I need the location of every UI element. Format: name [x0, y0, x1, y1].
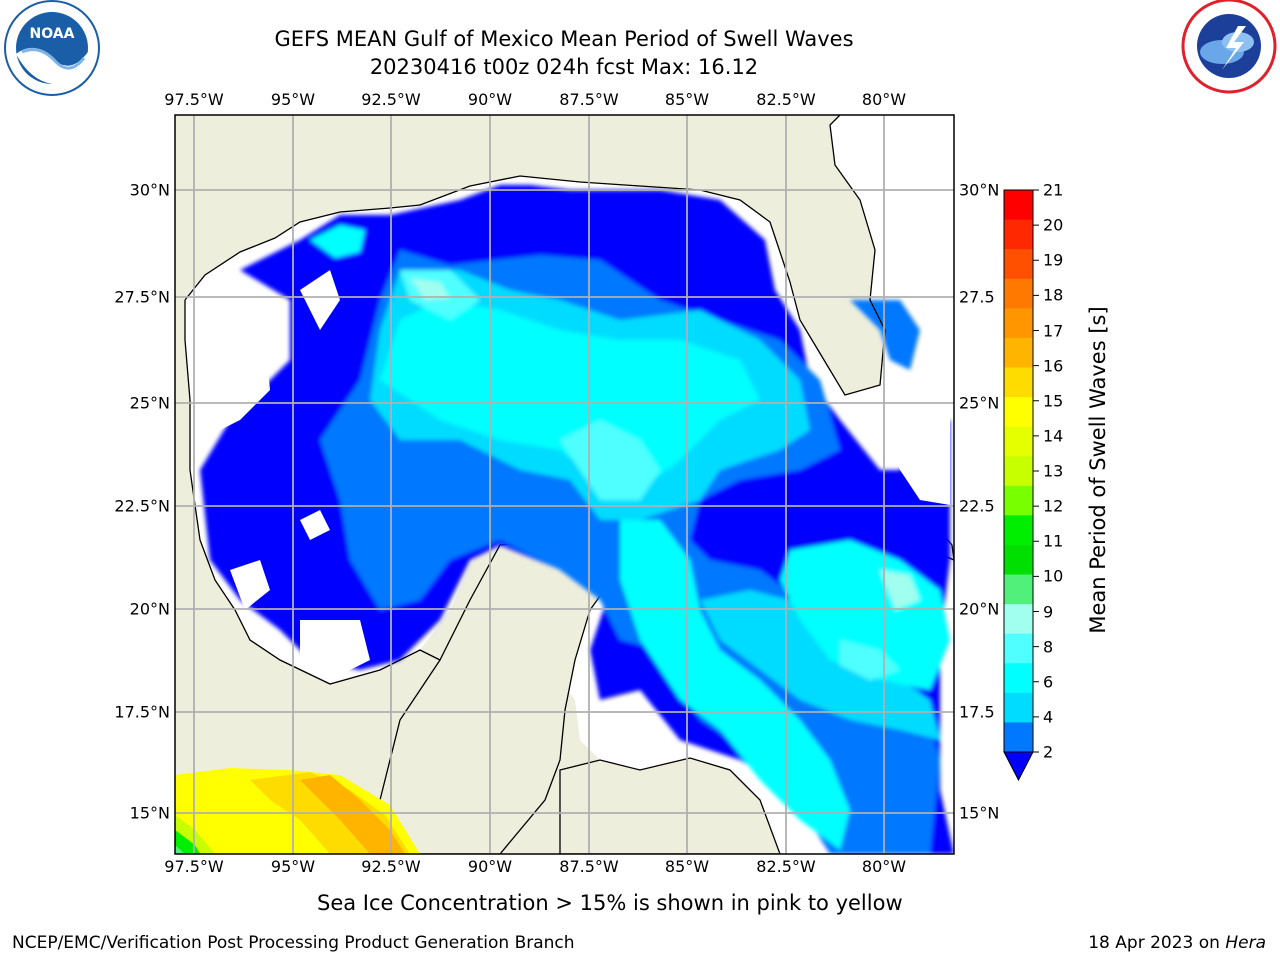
colorbar-tick-label: 13 [1043, 461, 1064, 481]
colorbar-swatch [1004, 397, 1033, 428]
colorbar-tick-label: 21 [1043, 180, 1064, 200]
colorbar-swatch [1004, 515, 1033, 546]
mexico-coastline [184, 300, 441, 685]
chart-title: GEFS MEAN Gulf of Mexico Mean Period of … [274, 27, 854, 51]
colorbar-swatch [1004, 485, 1033, 516]
colorbar-swatch [1004, 663, 1033, 694]
colorbar-swatch [1004, 190, 1033, 221]
colorbar-tick-label: 2 [1043, 742, 1054, 762]
colorbar-tick-label: 18 [1043, 285, 1064, 305]
lon-tick-bottom: 90°W [467, 857, 513, 876]
lon-tick-bottom: 80°W [861, 857, 907, 876]
central-america-land [559, 757, 781, 854]
chart-subtitle: 20230416 t00z 024h fcst Max: 16.12 [369, 55, 759, 79]
lat-tick-left: 30°N [129, 180, 170, 200]
lon-tick-top: 90°W [467, 90, 513, 109]
lat-tick-left: 27.5°N [114, 287, 170, 307]
graticule [175, 115, 954, 854]
colorbar-tick-label: 12 [1043, 496, 1064, 516]
lon-tick-bottom: 82.5°W [756, 857, 816, 876]
noaa-logo: NOAA [4, 0, 100, 96]
colorbar-tick-label: 10 [1043, 566, 1064, 586]
colorbar-label: Mean Period of Swell Waves [s] [1086, 306, 1110, 634]
colorbar-swatch [1004, 426, 1033, 457]
lat-tick-right: 15°N [959, 803, 1000, 823]
lon-tick-top: 92.5°W [361, 90, 421, 109]
colorbar-swatch [1004, 692, 1033, 723]
noaa-logo-text: NOAA [30, 26, 75, 42]
colorbar-swatch [1004, 633, 1033, 664]
colorbar-swatch [1004, 337, 1033, 368]
lon-tick-top: 87.5°W [559, 90, 619, 109]
lon-tick-bottom: 95°W [270, 857, 316, 876]
colorbar-tick-label: 4 [1043, 707, 1054, 727]
colorbar-tick-label: 11 [1043, 531, 1064, 551]
lon-tick-bottom: 87.5°W [559, 857, 619, 876]
footer-date-text: 18 Apr 2023 on [1088, 933, 1226, 953]
swell-field [200, 185, 954, 854]
colorbar-extend-arrow [1003, 751, 1034, 782]
colorbar-swatch [1004, 456, 1033, 487]
colorbar-swatch [1004, 308, 1033, 339]
footer-host: Hera [1225, 933, 1266, 953]
colorbar-tick-label: 15 [1043, 391, 1064, 411]
lat-tick-left: 17.5°N [114, 702, 170, 722]
lat-tick-right: 25°N [959, 393, 1000, 413]
lon-tick-top: 97.5°W [164, 90, 224, 109]
lon-tick-top: 85°W [664, 90, 710, 109]
national-weather-service-logo [1181, 0, 1277, 94]
colorbar-swatch [1004, 604, 1033, 635]
lat-tick-left: 25°N [129, 393, 170, 413]
sea-ice-note: Sea Ice Concentration > 15% is shown in … [317, 891, 903, 915]
lon-tick-top: 95°W [270, 90, 316, 109]
colorbar-swatch [1004, 249, 1033, 280]
footer-date: 18 Apr 2023 on Hera [1088, 933, 1266, 953]
lat-tick-right: 30°N [959, 180, 1000, 200]
lat-tick-right: 20°N [959, 599, 1000, 619]
colorbar-tick-label: 20 [1043, 215, 1064, 235]
lon-tick-top: 82.5°W [756, 90, 816, 109]
footer-credit: NCEP/EMC/Verification Post Processing Pr… [12, 933, 575, 953]
map-frame [174, 114, 955, 855]
colorbar-tick-label: 19 [1043, 250, 1064, 270]
colorbar-tick-label: 6 [1043, 672, 1054, 692]
colorbar-swatch [1004, 367, 1033, 398]
colorbar-swatch [1004, 722, 1033, 753]
lat-tick-right: 17.5 [959, 702, 995, 722]
colorbar-swatch [1004, 219, 1033, 250]
lon-tick-bottom: 92.5°W [361, 857, 421, 876]
lat-tick-left: 22.5°N [114, 496, 170, 516]
lon-tick-bottom: 85°W [664, 857, 710, 876]
colorbar-swatch [1004, 574, 1033, 605]
colorbar-tick-label: 8 [1043, 637, 1054, 657]
colorbar-tick-label: 14 [1043, 426, 1064, 446]
lat-tick-right: 22.5 [959, 496, 995, 516]
colorbar-swatch [1004, 278, 1033, 309]
colorbar-swatch [1004, 544, 1033, 576]
colorbar-tick-label: 9 [1043, 602, 1054, 621]
lon-tick-bottom: 97.5°W [164, 857, 224, 876]
colorbar-tick-label: 17 [1043, 321, 1064, 340]
lat-tick-left: 20°N [129, 599, 170, 619]
coastline [184, 115, 886, 396]
lat-tick-left: 15°N [129, 803, 170, 823]
no-data-patches [195, 115, 950, 680]
lat-tick-right: 27.5 [959, 287, 995, 307]
colorbar-tick-label: 16 [1043, 356, 1064, 376]
lon-tick-top: 80°W [861, 90, 907, 109]
colorbar [1003, 189, 1039, 782]
map-area [175, 115, 954, 854]
